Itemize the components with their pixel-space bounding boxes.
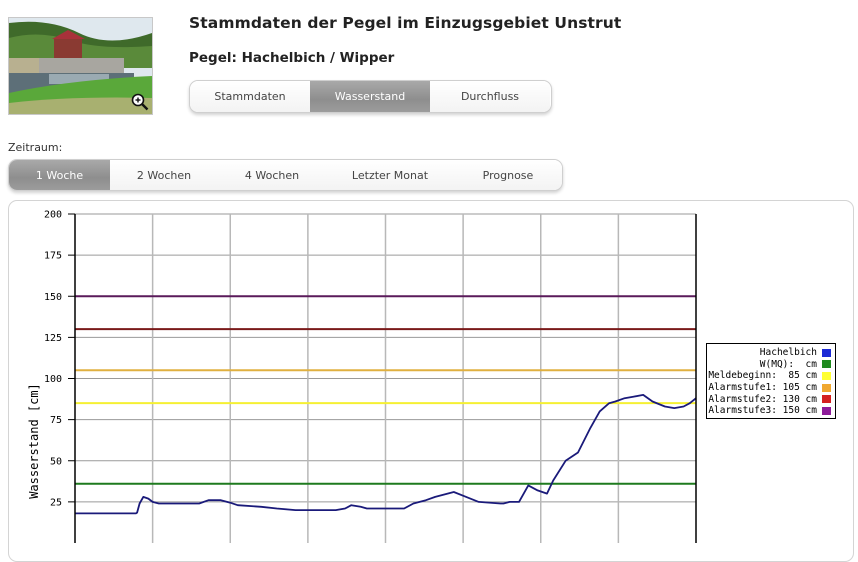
y-tick-label: 175 <box>44 251 62 262</box>
legend-label: Meldebeginn: 85 cm <box>708 370 817 382</box>
tab-wasserstand[interactable]: Wasserstand <box>310 81 430 112</box>
period-letzter-monat[interactable]: Letzter Monat <box>326 160 454 190</box>
y-axis-label: Wasserstand [cm] <box>27 383 41 499</box>
legend-swatch <box>822 360 831 369</box>
legend-item: Meldebeginn: 85 cm <box>707 370 835 382</box>
legend-swatch <box>822 406 831 415</box>
main-tab-bar: Stammdaten Wasserstand Durchfluss <box>189 80 552 113</box>
water-level-line <box>75 393 696 515</box>
legend-label: Hachelbich <box>759 347 817 359</box>
legend-item: Alarmstufe3: 150 cm <box>707 405 835 417</box>
tab-stammdaten[interactable]: Stammdaten <box>190 81 310 112</box>
y-tick-label: 100 <box>44 374 62 385</box>
legend-label: W(MQ): cm <box>759 358 817 370</box>
y-tick-label: 75 <box>50 415 62 426</box>
page-title: Stammdaten der Pegel im Einzugsgebiet Un… <box>189 14 622 32</box>
zoom-in-icon[interactable] <box>131 93 149 111</box>
period-selector: 1 Woche 2 Wochen 4 Wochen Letzter Monat … <box>8 159 563 191</box>
legend-item: Alarmstufe2: 130 cm <box>707 393 835 405</box>
chart-legend: Hachelbich W(MQ): cm Meldebeginn: 85 cm Ala… <box>706 343 836 419</box>
period-prognose[interactable]: Prognose <box>454 160 562 190</box>
water-level-chart: 25 50 75 100 125 150 175 200 Wasserstand [cm] <box>27 210 697 543</box>
legend-swatch <box>822 371 831 380</box>
legend-swatch <box>822 383 831 392</box>
legend-label: Alarmstufe1: 105 cm <box>708 382 817 394</box>
gauge-photo <box>9 18 152 114</box>
legend-item: Hachelbich <box>707 347 835 359</box>
legend-swatch <box>822 348 831 357</box>
gauge-photo-thumbnail[interactable] <box>8 17 153 115</box>
y-tick-label: 125 <box>44 333 62 344</box>
period-4-wochen[interactable]: 4 Wochen <box>218 160 326 190</box>
legend-item: W(MQ): cm <box>707 359 835 371</box>
tab-durchfluss[interactable]: Durchfluss <box>430 81 550 112</box>
legend-label: Alarmstufe2: 130 cm <box>708 393 817 405</box>
legend-label: Alarmstufe3: 150 cm <box>708 405 817 417</box>
period-1-woche[interactable]: 1 Woche <box>9 160 110 190</box>
y-tick-label: 200 <box>44 210 62 221</box>
y-tick-label: 25 <box>50 497 62 508</box>
gauge-subtitle: Pegel: Hachelbich / Wipper <box>189 50 395 66</box>
period-2-wochen[interactable]: 2 Wochen <box>110 160 218 190</box>
legend-swatch <box>822 395 831 404</box>
y-tick-label: 50 <box>50 456 62 467</box>
legend-item: Alarmstufe1: 105 cm <box>707 382 835 394</box>
period-label: Zeitraum: <box>8 141 63 154</box>
y-tick-label: 150 <box>44 292 62 303</box>
